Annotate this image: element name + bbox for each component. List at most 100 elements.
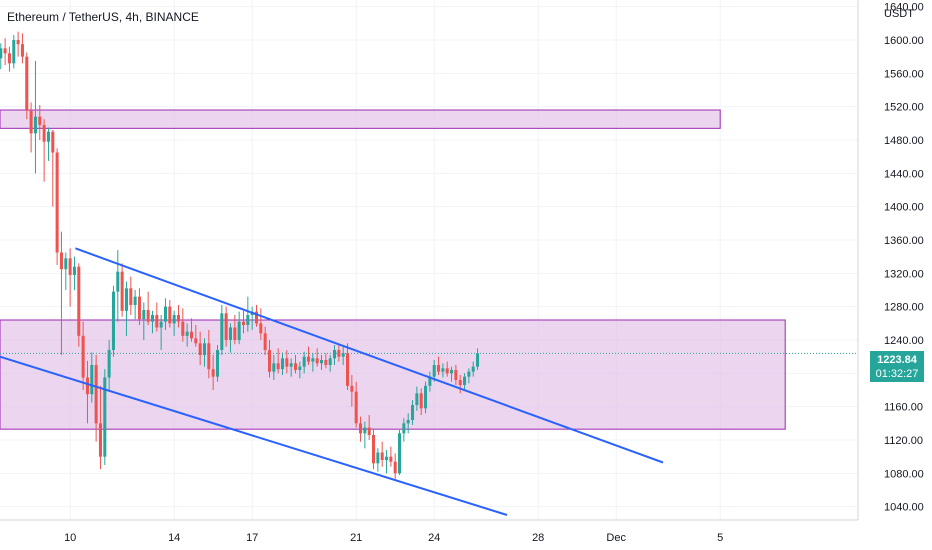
candle (59, 231, 63, 355)
trend-layer (0, 247, 664, 516)
price-tick-label: 1640.00 (884, 2, 924, 14)
candle (454, 365, 458, 385)
candle-body (68, 258, 72, 275)
candle (246, 296, 250, 332)
candle (85, 360, 89, 424)
candle-body (467, 371, 471, 377)
candle-body (319, 360, 324, 364)
candle-body (389, 456, 393, 462)
candle-body (194, 338, 198, 344)
candle-body (111, 291, 115, 350)
candle-body (241, 321, 246, 325)
candle (16, 31, 20, 57)
candle-body (406, 420, 410, 424)
candle (116, 250, 120, 322)
candle-body (12, 40, 16, 64)
candle-body (259, 323, 263, 334)
candle-body (428, 376, 432, 386)
symbol-title[interactable]: Ethereum / TetherUS, 4h, BINANCE (7, 10, 199, 24)
time-tick-label: 21 (350, 532, 362, 544)
candle-body (124, 288, 128, 311)
price-tick-label: 1360.00 (884, 235, 924, 247)
candle-body (328, 358, 332, 365)
candle-body (415, 393, 419, 405)
last-price-value: 1223.84 (877, 354, 917, 366)
candle-body (445, 368, 449, 374)
candle (419, 388, 423, 415)
candle (411, 400, 415, 425)
candle (207, 330, 211, 379)
candle (51, 130, 55, 207)
candle-body (107, 350, 111, 378)
candle (38, 105, 42, 140)
candle-body (393, 461, 397, 474)
candle (280, 352, 285, 375)
price-zone (0, 319, 786, 430)
candle (194, 325, 198, 347)
candle-body (150, 315, 154, 322)
candle (215, 345, 220, 382)
candle (428, 371, 432, 392)
candle-body (211, 369, 215, 377)
time-tick-label: 14 (168, 532, 180, 544)
candle-body (168, 306, 172, 324)
candle (159, 315, 163, 350)
price-tick-label: 1560.00 (884, 68, 924, 80)
candle (450, 366, 454, 382)
candle (68, 248, 72, 307)
candle (103, 369, 107, 465)
candle-body (129, 288, 133, 305)
candle-body (42, 125, 46, 142)
candle (306, 346, 311, 365)
candle (467, 368, 471, 384)
candle-body (402, 423, 406, 434)
candle-body (324, 360, 328, 365)
candle (293, 355, 298, 374)
candle (220, 305, 224, 355)
candle-body (237, 321, 241, 340)
candle (302, 351, 306, 374)
price-tick-label: 1440.00 (884, 168, 924, 180)
candle-body (133, 296, 137, 305)
candle (402, 418, 406, 442)
time-axis[interactable]: 10 14 17 21 24 28 Dec 5 (0, 519, 858, 544)
candle-body (419, 393, 423, 409)
candle (33, 60, 37, 174)
candle-body (424, 385, 428, 409)
candle (185, 323, 189, 347)
candle-body (185, 331, 189, 336)
candle-body (367, 427, 371, 435)
candle (311, 353, 315, 372)
time-tick-label: 10 (64, 532, 76, 544)
candle-layer (0, 31, 480, 480)
candle-body (233, 327, 237, 340)
candle-body (337, 350, 341, 357)
candle-body (20, 44, 24, 57)
price-zone (0, 109, 721, 129)
candle (406, 413, 410, 434)
candle (189, 318, 194, 342)
candle (445, 361, 449, 377)
candle (155, 302, 159, 332)
candle-body (463, 376, 467, 385)
time-tick-label: Dec (606, 532, 626, 544)
candle (267, 340, 272, 378)
price-tick-label: 1520.00 (884, 102, 924, 114)
price-axis[interactable]: 1040.001080.001120.001160.001200.001240.… (857, 0, 932, 550)
candle-body (159, 321, 163, 328)
candle (7, 46, 11, 72)
candle (98, 385, 102, 470)
candle (259, 308, 263, 340)
candle-body (471, 366, 475, 372)
candle-body (228, 327, 233, 340)
candle (393, 453, 397, 480)
candle (202, 338, 207, 367)
candle-body (332, 350, 337, 359)
candle (476, 348, 480, 370)
candle (471, 361, 475, 377)
candle-body (146, 310, 150, 322)
candle (441, 363, 445, 378)
candle-body (398, 433, 402, 474)
candle (25, 52, 29, 120)
